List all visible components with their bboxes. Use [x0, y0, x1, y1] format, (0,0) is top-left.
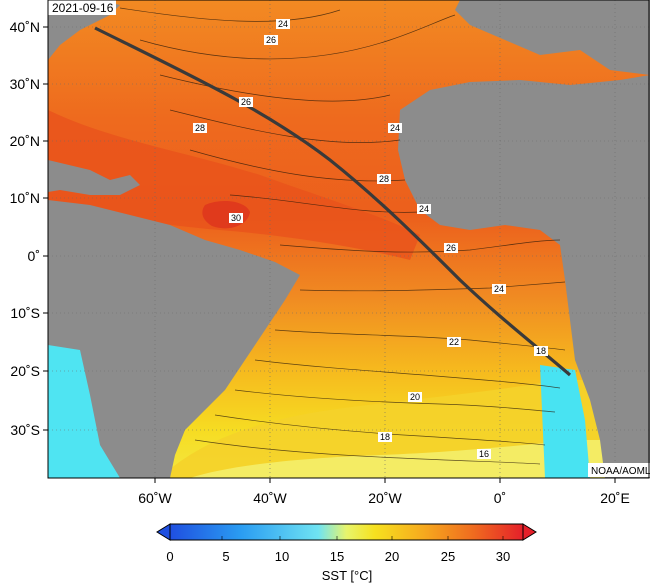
colorbar-tick-label: 10 [275, 549, 289, 564]
svg-text:26: 26 [241, 97, 251, 107]
date-label: 2021-09-16 [52, 1, 114, 15]
lat-label: 20˚N [10, 133, 40, 149]
contour-labels: 24 26 26 28 24 30 28 24 26 24 22 18 20 1… [193, 19, 548, 459]
contour-label: 22 [447, 337, 461, 347]
land-south-america [48, 200, 300, 478]
svg-text:30: 30 [231, 213, 241, 223]
contour-label: 28 [193, 123, 207, 133]
contour-label: 26 [264, 35, 278, 45]
svg-text:26: 26 [266, 35, 276, 45]
contour-label: 24 [417, 204, 431, 214]
colorbar-tick-label: 20 [385, 549, 399, 564]
contour-label: 28 [377, 174, 391, 184]
contour-label: 16 [477, 449, 491, 459]
gridlines [48, 0, 650, 478]
cold-coastal-water [48, 345, 120, 478]
svg-text:24: 24 [419, 204, 429, 214]
contour-label: 18 [378, 432, 392, 442]
colorbar-tick-label: 5 [222, 549, 229, 564]
svg-text:24: 24 [278, 19, 288, 29]
colorbar-tick-label: 30 [496, 549, 510, 564]
svg-text:24: 24 [390, 123, 400, 133]
credit-label: NOAA/AOML [591, 466, 650, 477]
contour-label: 24 [388, 123, 402, 133]
svg-text:20: 20 [410, 392, 420, 402]
svg-text:28: 28 [379, 174, 389, 184]
credit-box [588, 463, 650, 477]
warm-pool [48, 110, 420, 260]
cold-water-east [540, 365, 590, 478]
lat-label: 10˚N [10, 190, 40, 206]
contour-label: 18 [534, 346, 548, 356]
land-europe [455, 0, 650, 75]
contour-label: 20 [408, 392, 422, 402]
axis-ticks [43, 26, 616, 483]
lat-label: 40˚N [10, 19, 40, 35]
plot-area: 24 26 26 28 24 30 28 24 26 24 22 18 20 1… [48, 0, 650, 478]
colorbar-ticks [169, 536, 504, 540]
colorbar-tick-label: 0 [166, 549, 173, 564]
contour-label: 26 [444, 243, 458, 253]
date-box [48, 0, 116, 15]
contour-label: 24 [276, 19, 290, 29]
lat-label: 10˚S [10, 305, 40, 321]
colorbar-ramp [169, 523, 524, 541]
land-caribbean [48, 160, 140, 195]
lat-label: 30˚S [10, 422, 40, 438]
svg-text:26: 26 [446, 243, 456, 253]
colorbar-title: SST [°C] [322, 568, 372, 583]
svg-text:18: 18 [380, 432, 390, 442]
colorbar-tick-label: 25 [441, 549, 455, 564]
plot-frame [47, 0, 650, 479]
lon-label: 0˚ [494, 490, 506, 506]
svg-text:22: 22 [449, 337, 459, 347]
lon-label: 20˚E [600, 490, 630, 506]
contour-label: 30 [229, 213, 243, 223]
lat-label: 0˚ [28, 248, 40, 264]
lon-label: 20˚W [368, 490, 402, 506]
colorbar-high-arrow [522, 523, 537, 541]
colorbar: 0 5 10 15 20 25 30 SST [°C] [156, 523, 537, 583]
svg-text:16: 16 [479, 449, 489, 459]
contour-label: 26 [239, 97, 253, 107]
longitude-labels: 60˚W 40˚W 20˚W 0˚ 20˚E [138, 490, 630, 506]
svg-text:24: 24 [494, 284, 504, 294]
colorbar-low-arrow [156, 523, 171, 541]
land-africa [398, 75, 650, 478]
ship-track [94, 26, 572, 377]
lon-label: 60˚W [138, 490, 172, 506]
latitude-labels: 40˚N 30˚N 20˚N 10˚N 0˚ 10˚S 20˚S 30˚S [10, 19, 40, 438]
colorbar-tick-label: 15 [330, 549, 344, 564]
contour-label: 24 [492, 284, 506, 294]
lat-label: 20˚S [10, 363, 40, 379]
svg-text:28: 28 [195, 123, 205, 133]
svg-text:18: 18 [536, 346, 546, 356]
lon-label: 40˚W [253, 490, 287, 506]
lat-label: 30˚N [10, 76, 40, 92]
